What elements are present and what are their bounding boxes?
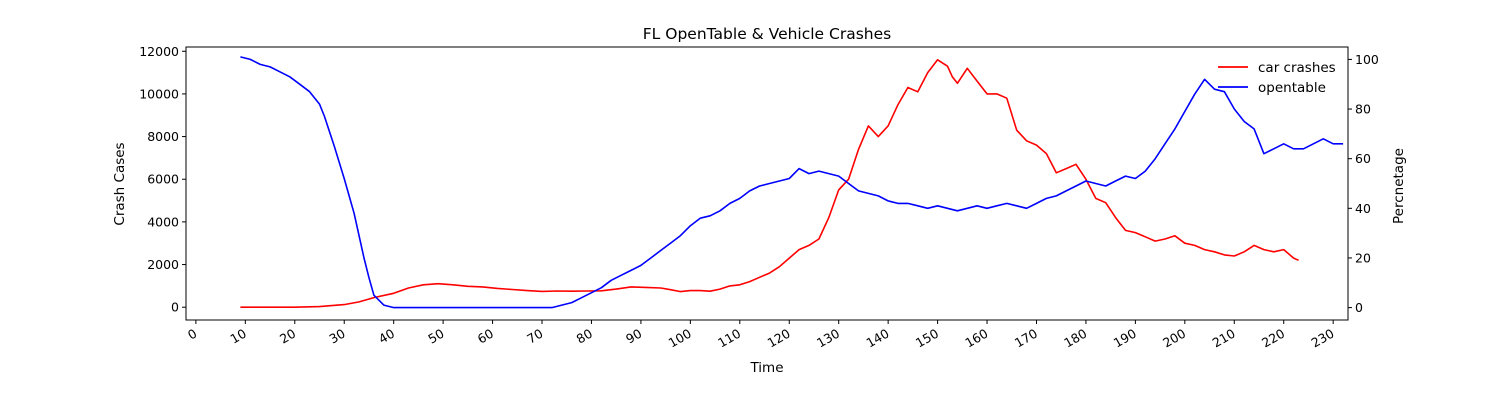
- y2-axis-ticks: 0 20 40 60 80 100: [1348, 52, 1379, 315]
- x-tick-label: 160: [962, 326, 990, 351]
- y-tick-label: 8000: [147, 129, 179, 144]
- y2-axis-label: Percnetage: [1391, 148, 1407, 224]
- x-axis-label: Time: [749, 360, 783, 376]
- y2-tick-label: 20: [1355, 250, 1371, 265]
- series-lines: [240, 56, 1344, 309]
- x-tick-label: 110: [715, 326, 743, 351]
- y-tick-label: 4000: [147, 214, 179, 229]
- x-axis-ticks: 0 10 20 30 40 50 60 70 80 90 100 110 120 130 140 150 160…: [185, 320, 1337, 351]
- y-tick-label: 6000: [147, 172, 179, 187]
- x-tick-label: 190: [1111, 326, 1139, 351]
- y-tick-label: 0: [171, 300, 179, 315]
- x-tick-label: 90: [623, 326, 644, 347]
- series-line-opentable: [240, 56, 1344, 309]
- y2-tick-label: 80: [1355, 102, 1371, 117]
- y-tick-label: 12000: [139, 44, 179, 59]
- y-axis-label: Crash Cases: [112, 142, 128, 225]
- x-tick-label: 60: [475, 326, 496, 347]
- legend-label: opentable: [1258, 80, 1326, 96]
- x-tick-label: 70: [524, 326, 545, 347]
- x-tick-label: 0: [185, 326, 199, 343]
- x-tick-label: 50: [425, 326, 446, 347]
- legend: car crashes opentable: [1218, 60, 1336, 96]
- x-tick-label: 200: [1160, 326, 1188, 351]
- x-tick-label: 120: [765, 326, 793, 351]
- x-tick-label: 220: [1259, 326, 1287, 351]
- x-tick-label: 150: [913, 326, 941, 351]
- x-tick-label: 140: [863, 326, 891, 351]
- x-tick-label: 210: [1210, 326, 1238, 351]
- series-line-car-crashes: [240, 58, 1299, 309]
- chart-title: FL OpenTable & Vehicle Crashes: [643, 25, 891, 43]
- y2-tick-label: 40: [1355, 201, 1371, 216]
- x-tick-label: 10: [228, 326, 249, 347]
- y-tick-label: 2000: [147, 257, 179, 272]
- x-tick-label: 40: [376, 326, 397, 347]
- legend-label: car crashes: [1258, 60, 1336, 76]
- x-tick-label: 80: [574, 326, 595, 347]
- x-tick-label: 130: [814, 326, 842, 351]
- x-tick-label: 180: [1061, 326, 1089, 351]
- x-tick-label: 230: [1309, 326, 1337, 351]
- y-axis-ticks: 0 2000 4000 6000 8000 10000 12000: [139, 44, 186, 315]
- x-tick-label: 20: [277, 326, 298, 347]
- y-tick-label: 10000: [139, 86, 179, 101]
- y2-tick-label: 60: [1355, 151, 1371, 166]
- x-tick-label: 100: [666, 326, 694, 351]
- y2-tick-label: 100: [1355, 52, 1379, 67]
- x-tick-label: 170: [1012, 326, 1040, 351]
- x-tick-label: 30: [326, 326, 347, 347]
- y2-tick-label: 0: [1355, 300, 1363, 315]
